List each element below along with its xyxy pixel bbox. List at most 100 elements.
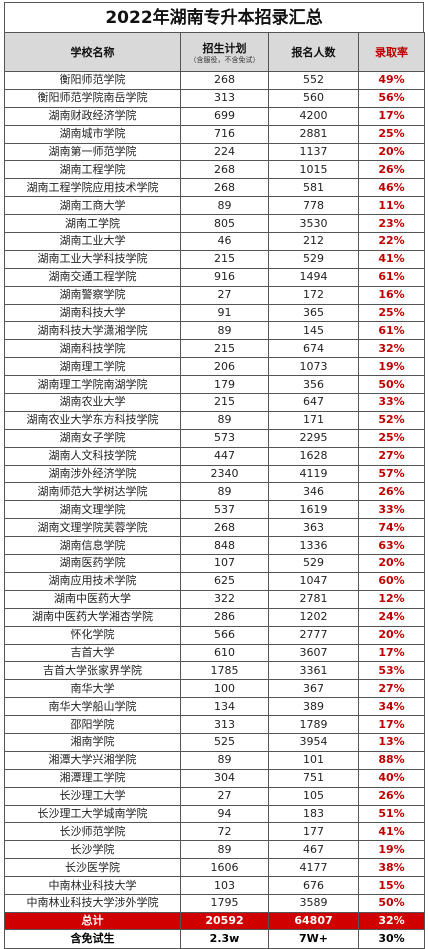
- applicant-count: 101: [268, 750, 359, 770]
- school-name: 湖南科技学院: [4, 339, 181, 359]
- table-row: 湖南工学院 805 3530 23%: [4, 214, 425, 234]
- plan-count: 179: [180, 375, 269, 395]
- applicant-count: 1619: [268, 500, 359, 520]
- table-row: 长沙学院 89 467 19%: [4, 840, 425, 860]
- table-row: 长沙理工大学 27 105 26%: [4, 786, 425, 806]
- admission-rate: 32%: [358, 911, 425, 930]
- plan-count: 537: [180, 500, 269, 520]
- school-name: 长沙师范学院: [4, 822, 181, 842]
- school-name: 湖南师范大学树达学院: [4, 482, 181, 502]
- admission-rate: 25%: [358, 124, 425, 144]
- header-plan: 招生计划 （含服役，不含免试）: [180, 32, 269, 72]
- plan-count: 215: [180, 249, 269, 269]
- plan-count: 224: [180, 142, 269, 162]
- plan-count: 89: [180, 750, 269, 770]
- school-name: 衡阳师范学院南岳学院: [4, 88, 181, 108]
- table-row: 湖南工程学院应用技术学院 268 581 46%: [4, 178, 425, 198]
- plan-count: 268: [180, 518, 269, 538]
- admission-rate: 33%: [358, 500, 425, 520]
- plan-count: 107: [180, 554, 269, 573]
- table-row: 湖南城市学院 716 2881 25%: [4, 124, 425, 144]
- applicant-count: 1202: [268, 607, 359, 627]
- applicant-count: 560: [268, 88, 359, 108]
- applicant-count: 171: [268, 410, 359, 430]
- table-row: 中南林业科技大学涉外学院 1795 3589 50%: [4, 893, 425, 913]
- plan-count: 304: [180, 768, 269, 788]
- table-row: 湖南医药学院 107 529 20%: [4, 554, 425, 573]
- plan-count: 625: [180, 571, 269, 591]
- applicant-count: 1073: [268, 357, 359, 377]
- applicant-count: 356: [268, 375, 359, 395]
- school-name: 长沙理工大学: [4, 786, 181, 806]
- plan-count: 268: [180, 178, 269, 198]
- school-name: 湖南女子学院: [4, 428, 181, 448]
- applicant-count: 3361: [268, 661, 359, 681]
- table-row: 湖南文理学院芙蓉学院 268 363 74%: [4, 518, 425, 538]
- applicant-count: 363: [268, 518, 359, 538]
- plan-count: 1606: [180, 858, 269, 878]
- admission-rate: 32%: [358, 339, 425, 359]
- applicant-count: 64807: [268, 911, 359, 930]
- admission-rate: 16%: [358, 285, 425, 305]
- school-name: 湖南文理学院: [4, 500, 181, 520]
- applicant-count: 7W+: [268, 928, 359, 949]
- applicant-count: 145: [268, 321, 359, 341]
- school-name: 湖南工学院: [4, 214, 181, 234]
- admission-rate: 17%: [358, 715, 425, 734]
- plan-count: 89: [180, 196, 269, 216]
- admission-rate: 15%: [358, 876, 425, 895]
- admission-rate: 34%: [358, 697, 425, 717]
- admission-rate: 13%: [358, 732, 425, 752]
- applicant-count: 552: [268, 71, 359, 90]
- admission-rate: 61%: [358, 267, 425, 287]
- plan-count: 313: [180, 715, 269, 734]
- applicant-count: 581: [268, 178, 359, 198]
- applicant-count: 1628: [268, 446, 359, 466]
- school-name: 湖南警察学院: [4, 285, 181, 305]
- table-row: 湘潭大学兴湘学院 89 101 88%: [4, 750, 425, 770]
- header-plan-label: 招生计划: [202, 41, 247, 55]
- applicant-count: 3607: [268, 643, 359, 663]
- applicant-count: 2881: [268, 124, 359, 144]
- applicant-count: 172: [268, 285, 359, 305]
- applicant-count: 674: [268, 339, 359, 359]
- applicant-count: 367: [268, 679, 359, 699]
- school-name: 中南林业科技大学涉外学院: [4, 893, 181, 913]
- page-title: 2022年湖南专升本招录汇总: [4, 2, 424, 32]
- plan-count: 89: [180, 321, 269, 341]
- plan-count: 94: [180, 804, 269, 824]
- plan-count: 716: [180, 124, 269, 144]
- table-row: 湖南工业大学科技学院 215 529 41%: [4, 249, 425, 269]
- applicant-count: 1137: [268, 142, 359, 162]
- applicant-count: 212: [268, 232, 359, 251]
- table-row: 湖南科技学院 215 674 32%: [4, 339, 425, 359]
- admission-rate: 60%: [358, 571, 425, 591]
- school-name: 湘南学院: [4, 732, 181, 752]
- table-row: 湖南文理学院 537 1619 33%: [4, 500, 425, 520]
- plan-count: 805: [180, 214, 269, 234]
- applicant-count: 1047: [268, 571, 359, 591]
- admission-rate: 50%: [358, 375, 425, 395]
- plan-count: 2340: [180, 464, 269, 484]
- school-name: 湖南农业大学东方科技学院: [4, 410, 181, 430]
- plan-count: 268: [180, 71, 269, 90]
- table-row: 衡阳师范学院南岳学院 313 560 56%: [4, 88, 425, 108]
- plan-count: 1795: [180, 893, 269, 913]
- plan-count: 46: [180, 232, 269, 251]
- header-school: 学校名称: [4, 32, 181, 72]
- admission-rate: 27%: [358, 679, 425, 699]
- table-row: 湖南工程学院 268 1015 26%: [4, 160, 425, 180]
- school-name: 湖南工程学院: [4, 160, 181, 180]
- plan-count: 215: [180, 393, 269, 412]
- admission-rate: 38%: [358, 858, 425, 878]
- table-row: 湘潭理工学院 304 751 40%: [4, 768, 425, 788]
- applicant-count: 647: [268, 393, 359, 412]
- school-name: 长沙学院: [4, 840, 181, 860]
- school-name: 湖南涉外经济学院: [4, 464, 181, 484]
- exempt-row: 含免试生 2.3w 7W+ 30%: [4, 928, 425, 949]
- applicant-count: 4200: [268, 106, 359, 126]
- table-row: 吉首大学 610 3607 17%: [4, 643, 425, 663]
- table-row: 湘南学院 525 3954 13%: [4, 732, 425, 752]
- applicant-count: 177: [268, 822, 359, 842]
- applicant-count: 346: [268, 482, 359, 502]
